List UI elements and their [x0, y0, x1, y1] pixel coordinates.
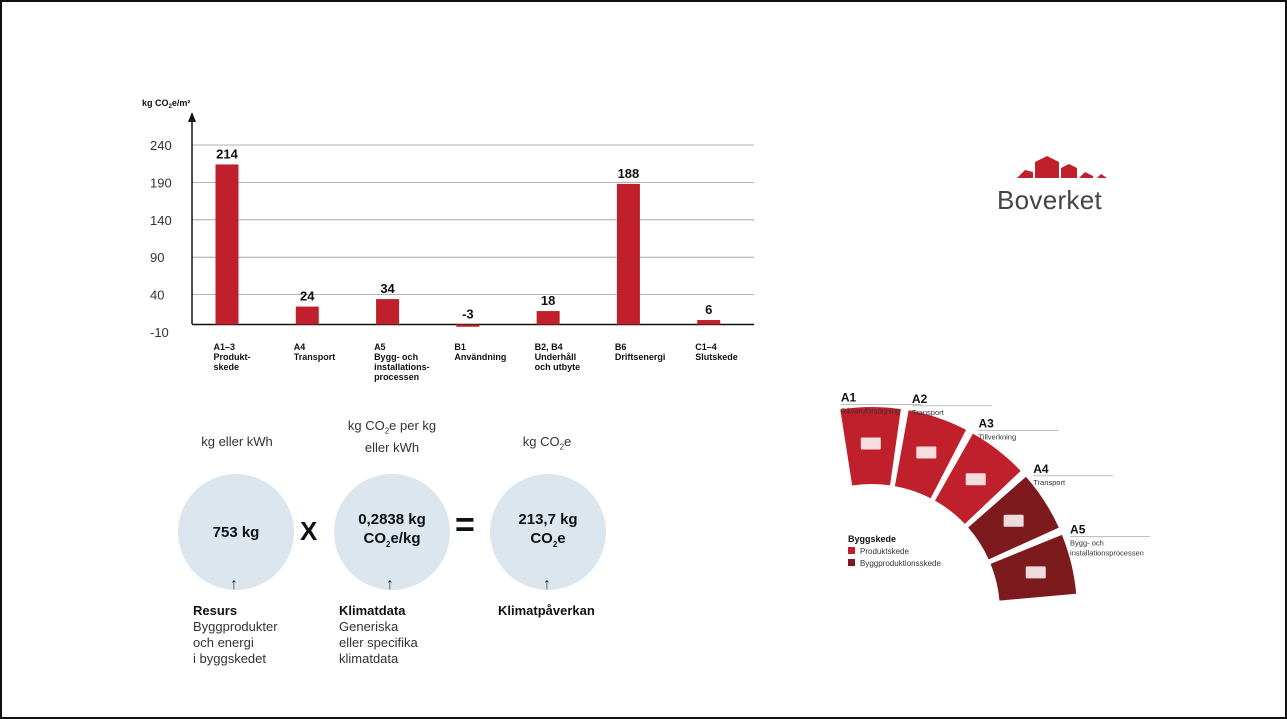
- bar-value-label: 34: [380, 281, 395, 296]
- factor-bubble: 0,2838 kg CO2e/kg: [334, 474, 450, 590]
- y-tick-label: -10: [150, 325, 169, 340]
- up-arrow-icon: ↑: [543, 576, 551, 593]
- bar-value-label: 214: [216, 146, 238, 161]
- bar-value-label: 18: [541, 293, 555, 308]
- up-arrow-icon: ↑: [386, 576, 394, 593]
- bar: [456, 324, 480, 327]
- bar: [376, 299, 400, 325]
- climate-data-caption: Klimatdata Generiska eller specifika klimat…: [339, 603, 418, 666]
- y-axis-arrowhead: [188, 112, 196, 122]
- legend-label-construction: Byggproduktionsskede: [860, 559, 941, 568]
- stage-code: A3: [979, 417, 995, 431]
- x-tick-label: A4 Transport: [294, 342, 336, 362]
- resource-bubble: 753 kg: [178, 474, 294, 590]
- bar: [215, 164, 239, 325]
- x-tick-label: C1–4 Slutskede: [695, 342, 738, 362]
- factor-unit-label: kg CO2e per kg eller kWh: [347, 418, 437, 455]
- y-tick-label: 40: [150, 288, 164, 303]
- y-axis-label-suffix: e/m²: [172, 98, 191, 108]
- x-tick-label: A1–3 Produkt-skede: [214, 342, 251, 372]
- y-axis-label-sub: 2: [169, 104, 173, 110]
- y-tick-label: 140: [150, 213, 172, 228]
- truck-icon: [1003, 514, 1024, 527]
- stage-code: A2: [912, 392, 928, 406]
- up-arrow-icon: ↑: [230, 576, 238, 593]
- legend-title: Byggskede: [848, 534, 896, 544]
- y-tick-label: 190: [150, 175, 172, 190]
- stage-name: Råvaruförsörjning: [841, 406, 900, 415]
- stage-name: Transport: [912, 408, 945, 417]
- y-tick-label: 90: [150, 250, 164, 265]
- y-tick-label: 240: [150, 138, 172, 153]
- bar-value-label: 188: [618, 166, 640, 181]
- multiply-sign: X: [300, 516, 318, 546]
- y-axis-label-prefix: kg CO: [142, 98, 169, 108]
- resource-unit-label: kg eller kWh: [201, 434, 273, 449]
- legend-swatch-product: [848, 547, 855, 554]
- result-unit-label: kg CO2e: [522, 434, 572, 452]
- legend-swatch-construction: [848, 559, 855, 566]
- stages-diagram: A1 Råvaruförsörjning A2 Transport A3 Tillverk…: [840, 390, 1151, 601]
- stage-name: installationsprocessen: [1070, 549, 1144, 558]
- climate-impact-caption: Klimatpåverkan: [498, 603, 595, 618]
- bar: [536, 311, 560, 325]
- result-bubble: 213,7 kg CO2e: [490, 474, 606, 590]
- stage-code: A4: [1033, 462, 1049, 476]
- resource-value: 753 kg: [212, 523, 260, 541]
- stage-code: A5: [1070, 523, 1086, 537]
- boverket-wordmark: Boverket: [997, 185, 1103, 215]
- bar: [697, 320, 721, 325]
- boverket-logo-icon: [1017, 156, 1107, 178]
- stage-name: Tillverkning: [979, 433, 1017, 442]
- bar-value-label: 24: [300, 289, 315, 304]
- x-tick-label: B6 Driftsenergi: [615, 342, 666, 362]
- legend-label-product: Produktskede: [860, 547, 909, 556]
- x-tick-label: B1 Användning: [454, 342, 506, 362]
- stage-name: Transport: [1033, 478, 1066, 487]
- equals-sign: =: [455, 506, 475, 544]
- bar-chart: kg CO2e/m² 240 190 140 90 40 -10 214 A1–3 Produ…: [142, 98, 754, 382]
- bar: [295, 306, 319, 325]
- truck-icon: [916, 446, 937, 459]
- stage-name: Bygg- och: [1070, 539, 1104, 548]
- mining-icon: [860, 437, 881, 450]
- bar-value-label: -3: [462, 307, 474, 322]
- factory-icon: [965, 473, 986, 486]
- bar-value-label: 6: [705, 302, 712, 317]
- x-tick-label: B2, B4 Underhåll och utbyte: [535, 342, 581, 372]
- x-tick-label: A5 Bygg- och installations-processen: [374, 342, 430, 382]
- y-axis-label: kg CO2e/m²: [142, 98, 190, 110]
- stage-code: A1: [841, 390, 857, 404]
- resource-caption: Resurs Byggprodukter och energi i byggskede…: [193, 603, 278, 666]
- crane-icon: [1025, 566, 1046, 579]
- bar: [616, 183, 640, 325]
